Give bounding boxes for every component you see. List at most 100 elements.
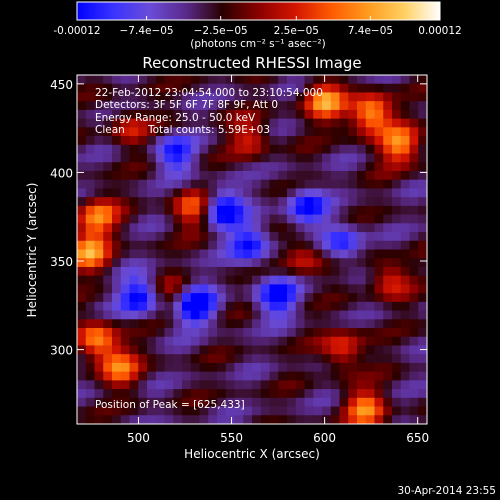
heatmap-cell xyxy=(155,362,166,373)
heatmap-cell xyxy=(103,179,113,190)
heatmap-cell xyxy=(392,319,402,329)
heatmap-cell xyxy=(269,249,279,259)
heatmap-cell xyxy=(392,83,402,94)
heatmap-cell xyxy=(94,258,104,268)
heatmap-cell xyxy=(278,101,288,111)
heatmap-cell xyxy=(190,170,201,181)
heatmap-cell xyxy=(269,328,279,338)
heatmap-cell xyxy=(182,205,192,216)
heatmap-cell xyxy=(77,92,87,102)
heatmap-cell xyxy=(322,380,332,390)
heatmap-cell xyxy=(164,354,174,364)
heatmap-cell xyxy=(208,284,218,294)
heatmap-cell xyxy=(164,301,174,312)
heatmap-cell xyxy=(374,136,384,146)
y-axis-label: Heliocentric Y (arcsec) xyxy=(25,183,39,318)
heatmap-cell xyxy=(365,275,376,285)
heatmap-cell xyxy=(365,336,376,347)
heatmap-cell xyxy=(269,380,279,390)
heatmap-cell xyxy=(182,232,192,242)
heatmap-cell xyxy=(173,197,183,207)
heatmap-cell xyxy=(392,266,402,277)
heatmap-cell xyxy=(138,249,148,259)
heatmap-cell xyxy=(243,415,253,424)
heatmap-cell xyxy=(225,293,236,303)
heatmap-cell xyxy=(94,293,104,303)
heatmap-cell xyxy=(129,101,139,111)
heatmap-cell xyxy=(313,162,323,172)
heatmap-cell xyxy=(365,118,376,128)
heatmap-cell xyxy=(357,127,367,137)
heatmap-cell xyxy=(138,389,148,399)
heatmap-cell xyxy=(374,354,384,364)
heatmap-cell xyxy=(295,336,306,347)
heatmap-cell xyxy=(94,92,104,102)
heatmap-image xyxy=(77,75,427,424)
heatmap-cell xyxy=(330,362,341,373)
heatmap-cell xyxy=(77,232,87,242)
heatmap-cell xyxy=(208,258,218,268)
heatmap-cell xyxy=(374,249,384,259)
heatmap-cell xyxy=(392,170,402,181)
heatmap-cell xyxy=(287,362,297,373)
heatmap-cell xyxy=(112,354,122,364)
heatmap-cell xyxy=(77,310,87,320)
heatmap-cell xyxy=(208,293,218,303)
heatmap-cell xyxy=(190,127,201,137)
heatmap-cell xyxy=(234,223,244,233)
colorbar-tick-label: 2.5e−05 xyxy=(274,25,319,37)
heatmap-cell xyxy=(208,197,218,207)
x-tick-label: 650 xyxy=(406,431,429,445)
heatmap-cell xyxy=(94,170,104,181)
heatmap-cell xyxy=(77,109,87,120)
heatmap-cell xyxy=(182,83,192,94)
heatmap-cell xyxy=(365,240,376,251)
heatmap-cell xyxy=(94,389,104,399)
heatmap-cell xyxy=(94,205,104,216)
heatmap-cell xyxy=(94,345,104,355)
heatmap-cell xyxy=(138,380,148,390)
heatmap-cell xyxy=(225,362,236,373)
heatmap-cell xyxy=(330,275,341,285)
heatmap-cell xyxy=(190,275,201,285)
heatmap-cell xyxy=(173,92,183,102)
heatmap-cell xyxy=(190,284,201,294)
heatmap-cell xyxy=(392,179,402,190)
heatmap-cell xyxy=(357,284,367,294)
heatmap-cell xyxy=(295,179,306,190)
heatmap-cell xyxy=(85,240,96,251)
heatmap-cell xyxy=(252,249,262,259)
heatmap-cell xyxy=(112,362,122,373)
heatmap-cell xyxy=(120,205,131,216)
heatmap-cell xyxy=(164,258,174,268)
heatmap-cell xyxy=(418,371,427,381)
heatmap-cell xyxy=(129,397,139,408)
heatmap-cell xyxy=(418,170,427,181)
heatmap-cell xyxy=(225,397,236,408)
heatmap-cell xyxy=(208,136,218,146)
heatmap-cell xyxy=(94,249,104,259)
heatmap-cell xyxy=(173,336,183,347)
heatmap-cell xyxy=(348,397,358,408)
heatmap-cell xyxy=(365,328,376,338)
heatmap-cell xyxy=(383,136,393,146)
heatmap-cell xyxy=(94,118,104,128)
heatmap-cell xyxy=(225,258,236,268)
heatmap-cell xyxy=(129,92,139,102)
heatmap-cell xyxy=(103,109,113,120)
heatmap-cell xyxy=(120,389,131,399)
heatmap-cell xyxy=(199,127,209,137)
heatmap-cell xyxy=(383,92,393,102)
heatmap-cell xyxy=(374,389,384,399)
heatmap-cell xyxy=(269,240,279,251)
heatmap-cell xyxy=(400,223,411,233)
heatmap-cell xyxy=(392,371,402,381)
heatmap-cell xyxy=(164,389,174,399)
heatmap-cell xyxy=(260,362,271,373)
heatmap-cell xyxy=(322,179,332,190)
heatmap-cell xyxy=(155,389,166,399)
heatmap-cell xyxy=(147,389,157,399)
heatmap-cell xyxy=(357,293,367,303)
heatmap-cell xyxy=(173,118,183,128)
heatmap-cell xyxy=(234,301,244,312)
